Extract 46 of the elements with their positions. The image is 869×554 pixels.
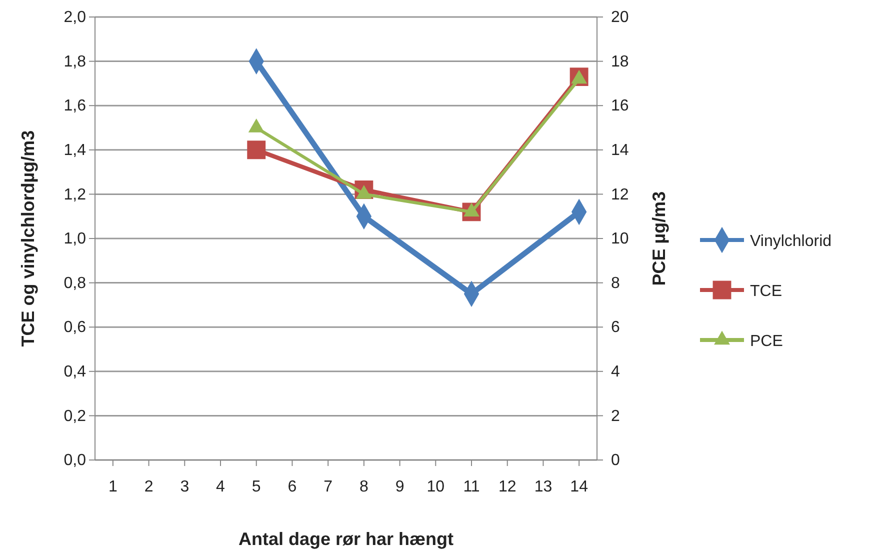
x-tick-label: 9 — [395, 478, 404, 496]
x-tick-label: 4 — [216, 478, 226, 496]
y2-tick-label: 8 — [611, 274, 620, 292]
y-tick-label: 1,6 — [64, 98, 86, 115]
x-tick-label: 8 — [359, 478, 368, 496]
y2-tick-label: 10 — [611, 230, 629, 248]
y2-tick-label: 0 — [611, 452, 620, 470]
y2-tick-label: 6 — [611, 319, 620, 336]
legend-label: Vinylchlorid — [750, 233, 832, 250]
y-tick-label: 0,4 — [64, 364, 86, 381]
y2-axis-title: PCE µg/m3 — [649, 191, 669, 286]
x-tick-label: 10 — [426, 478, 445, 496]
y2-tick-label: 18 — [611, 53, 629, 70]
y-tick-label: 1,4 — [64, 142, 86, 160]
x-axis-title: Antal dage rør har hængt — [238, 529, 454, 549]
x-tick-label: 11 — [463, 478, 480, 496]
x-tick-label: 13 — [534, 478, 552, 496]
x-tick-label: 12 — [498, 478, 516, 496]
point — [356, 185, 372, 199]
y-tick-label: 0,6 — [64, 319, 86, 336]
y2-tick-label: 12 — [611, 186, 629, 204]
legend-label: PCE — [750, 333, 783, 350]
y-tick-label: 0,0 — [64, 452, 86, 470]
y-tick-label: 2,0 — [64, 9, 86, 26]
point — [248, 118, 264, 132]
x-tick-label: 6 — [288, 478, 297, 496]
y-axis-title: TCE og vinylchlordµg/m3 — [18, 130, 38, 347]
legend-label: TCE — [750, 283, 782, 300]
y-tick-label: 1,2 — [64, 186, 86, 204]
y-tick-label: 0,2 — [64, 408, 86, 425]
point — [247, 140, 266, 160]
point — [464, 202, 480, 217]
x-tick-label: 14 — [570, 478, 588, 496]
y2-tick-label: 14 — [611, 142, 629, 160]
x-tick-label: 5 — [252, 478, 261, 496]
y-tick-label: 1,8 — [64, 53, 86, 70]
y2-tick-label: 4 — [611, 364, 620, 381]
y-tick-label: 0,8 — [64, 274, 86, 292]
y2-tick-label: 16 — [611, 98, 629, 115]
y2-tick-label: 20 — [611, 9, 629, 26]
y-tick-label: 1,0 — [64, 230, 86, 248]
x-tick-label: 1 — [108, 478, 118, 496]
y2-tick-label: 2 — [611, 408, 620, 425]
x-tick-label: 7 — [324, 478, 333, 496]
x-tick-label: 2 — [144, 478, 154, 496]
x-tick-label: 3 — [180, 478, 190, 496]
